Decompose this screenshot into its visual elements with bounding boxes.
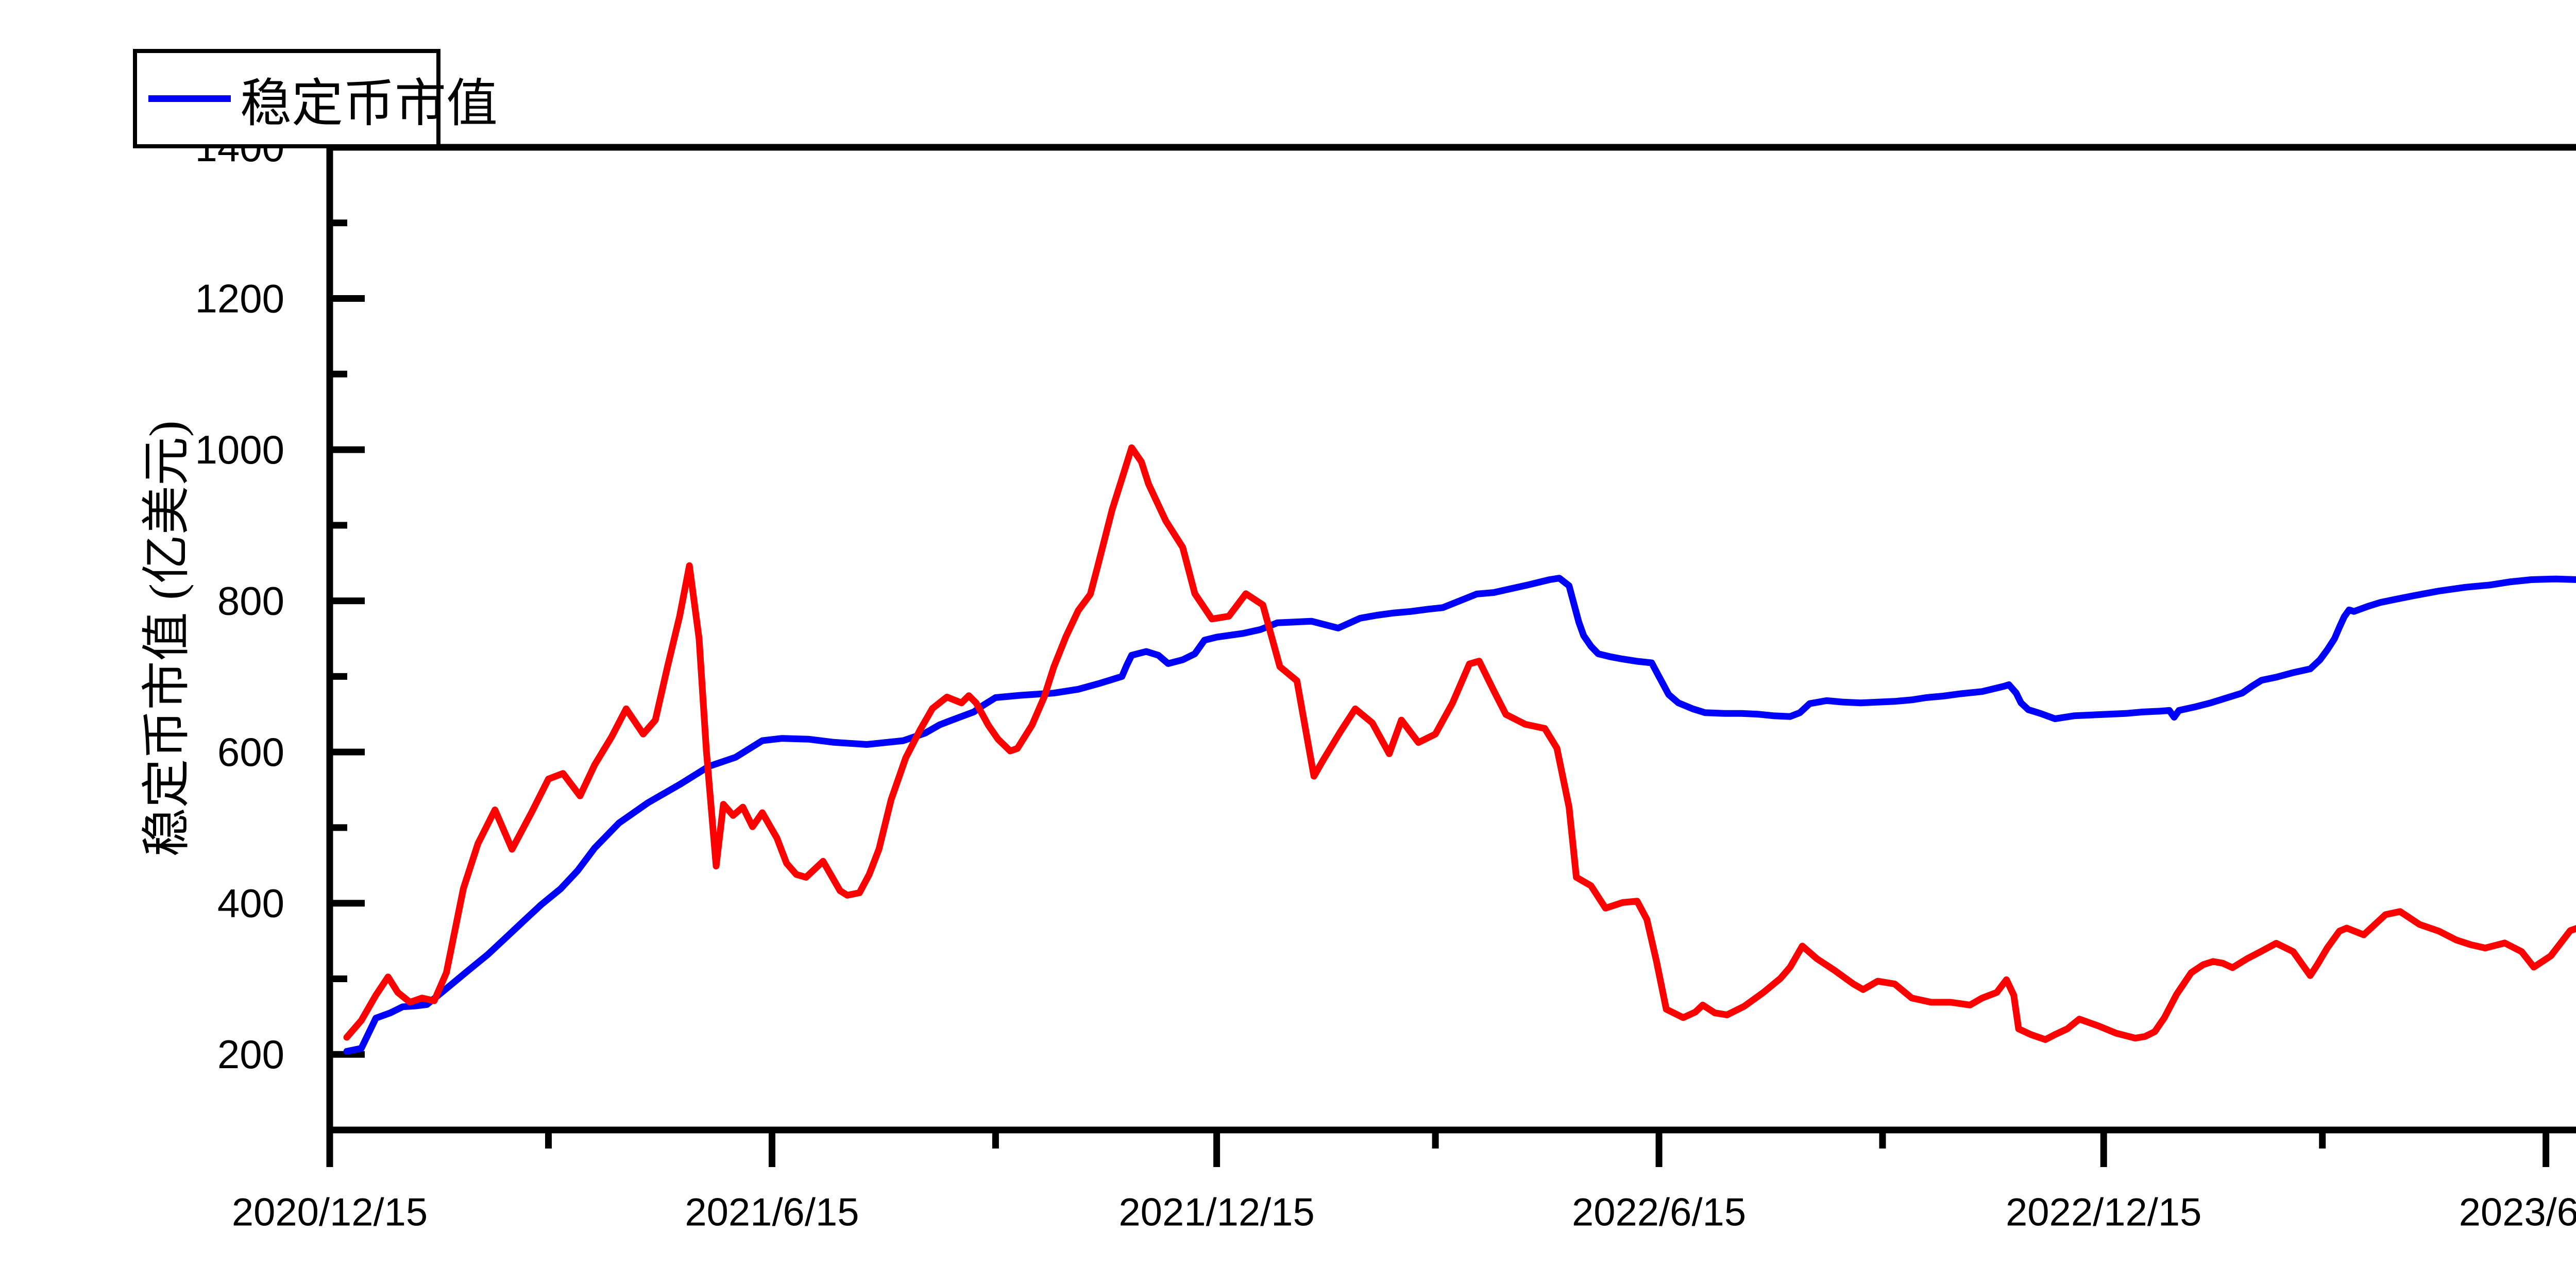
- left-axis-tick-label: 200: [217, 1032, 284, 1077]
- x-axis-tick-label: 2023/6/15: [2459, 1191, 2576, 1235]
- plot-frame: [326, 144, 2576, 1134]
- x-axis-tick-label: 2022/12/15: [2006, 1191, 2201, 1235]
- left-axis-tick-label: 1000: [195, 427, 284, 472]
- left-axis-tick-label: 800: [217, 578, 284, 624]
- legend-stablecoin: 稳定币市值: [133, 49, 498, 148]
- legend-label-stablecoin: 稳定币市值: [240, 75, 498, 132]
- x-axis-tick-label: 2021/12/15: [1118, 1191, 1314, 1235]
- legend-line-sample-stablecoin: [148, 95, 231, 102]
- left-axis-tick-label: 1200: [195, 276, 284, 321]
- crypto-total-marketcap-line: [343, 444, 2576, 1043]
- x-axis-tick-label: 2020/12/15: [232, 1191, 428, 1235]
- x-axis-tick-label: 2021/6/15: [685, 1191, 859, 1235]
- left-axis-title: 稳定币市值 (亿美元): [139, 420, 194, 857]
- left-axis-tick-label: 600: [217, 729, 284, 775]
- left-axis-tick-label: 400: [217, 881, 284, 926]
- stablecoin-marketcap-line: [343, 575, 2576, 1055]
- x-axis-tick-label: 2022/6/15: [1572, 1191, 1746, 1235]
